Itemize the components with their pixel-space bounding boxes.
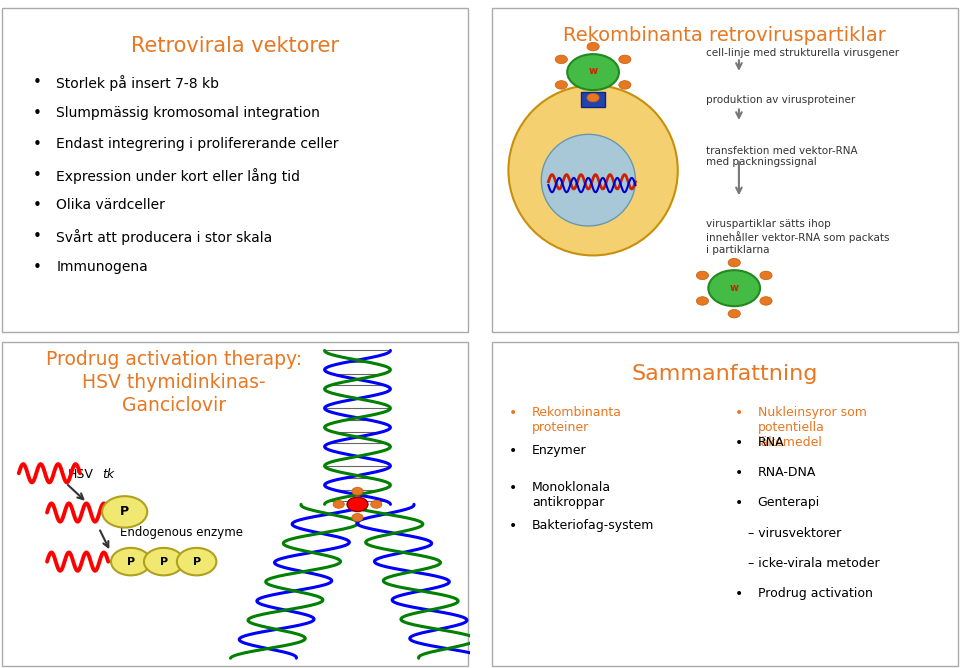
- Text: •: •: [34, 198, 42, 214]
- Text: Monoklonala
antikroppar: Monoklonala antikroppar: [532, 482, 612, 510]
- Text: Storlek på insert 7-8 kb: Storlek på insert 7-8 kb: [57, 75, 220, 92]
- Circle shape: [177, 548, 216, 575]
- Circle shape: [587, 94, 599, 102]
- Text: P: P: [120, 506, 130, 518]
- Text: P: P: [159, 556, 168, 566]
- Text: •: •: [34, 168, 42, 183]
- Text: Slumpmässig kromosomal integration: Slumpmässig kromosomal integration: [57, 106, 321, 120]
- Text: – icke-virala metoder: – icke-virala metoder: [749, 556, 880, 570]
- FancyBboxPatch shape: [492, 8, 958, 333]
- Text: Svårt att producera i stor skala: Svårt att producera i stor skala: [57, 229, 273, 245]
- FancyBboxPatch shape: [582, 92, 605, 106]
- Text: •: •: [509, 519, 517, 533]
- Text: Nukleinsyror som
potentiella
läkemedel: Nukleinsyror som potentiella läkemedel: [757, 406, 867, 449]
- FancyBboxPatch shape: [492, 342, 958, 667]
- Text: •: •: [734, 406, 743, 420]
- Text: Endast integrering i prolifererande celler: Endast integrering i prolifererande cell…: [57, 137, 339, 151]
- Circle shape: [144, 548, 183, 575]
- Text: Bakteriofag-system: Bakteriofag-system: [532, 519, 655, 532]
- Text: Retrovirala vektorer: Retrovirala vektorer: [132, 36, 339, 56]
- Text: RNA: RNA: [757, 436, 784, 450]
- Text: Rekombinanta
proteiner: Rekombinanta proteiner: [532, 406, 622, 434]
- Circle shape: [555, 55, 567, 63]
- Text: transfektion med vektor-RNA
med packningssignal: transfektion med vektor-RNA med packning…: [706, 146, 857, 168]
- Text: cell-linje med strukturella virusgener: cell-linje med strukturella virusgener: [706, 47, 900, 57]
- Circle shape: [333, 500, 345, 508]
- Circle shape: [352, 514, 363, 521]
- Text: Prodrug activation: Prodrug activation: [757, 587, 873, 600]
- Circle shape: [567, 54, 619, 90]
- Circle shape: [728, 309, 740, 318]
- Text: Olika värdceller: Olika värdceller: [57, 198, 165, 212]
- Text: Enzymer: Enzymer: [532, 444, 587, 457]
- Circle shape: [619, 81, 631, 89]
- Text: •: •: [509, 406, 517, 420]
- Text: •: •: [34, 229, 42, 244]
- Text: produktion av virusproteiner: produktion av virusproteiner: [706, 95, 855, 105]
- Circle shape: [728, 259, 740, 267]
- Circle shape: [708, 270, 760, 306]
- Text: •: •: [734, 466, 743, 480]
- Text: tk: tk: [103, 468, 114, 482]
- Text: P: P: [127, 556, 134, 566]
- Text: w: w: [730, 283, 738, 293]
- Text: Prodrug activation therapy:
HSV thymidinkinas-
Ganciclovir: Prodrug activation therapy: HSV thymidin…: [46, 351, 302, 415]
- Text: •: •: [34, 75, 42, 90]
- Circle shape: [371, 500, 382, 508]
- Text: – virusvektorer: – virusvektorer: [749, 526, 842, 540]
- Text: Expression under kort eller lång tid: Expression under kort eller lång tid: [57, 168, 300, 184]
- Circle shape: [696, 297, 708, 305]
- Text: HSV: HSV: [68, 468, 94, 482]
- Circle shape: [348, 497, 368, 512]
- Circle shape: [587, 42, 599, 51]
- Text: viruspartiklar sätts ihop
innehåller vektor-RNA som packats
i partiklarna: viruspartiklar sätts ihop innehåller vek…: [706, 219, 890, 255]
- Text: P: P: [193, 556, 201, 566]
- Text: •: •: [509, 482, 517, 496]
- Circle shape: [619, 55, 631, 63]
- Ellipse shape: [509, 86, 678, 255]
- FancyBboxPatch shape: [2, 342, 468, 667]
- Circle shape: [760, 271, 772, 280]
- Text: •: •: [34, 260, 42, 275]
- Text: Rekombinanta retroviruspartiklar: Rekombinanta retroviruspartiklar: [564, 26, 886, 45]
- Text: Sammanfattning: Sammanfattning: [632, 363, 818, 383]
- Circle shape: [111, 548, 151, 575]
- Circle shape: [352, 488, 363, 495]
- Text: •: •: [509, 444, 517, 458]
- Text: w: w: [588, 67, 597, 77]
- Text: •: •: [34, 137, 42, 152]
- Text: RNA-DNA: RNA-DNA: [757, 466, 816, 480]
- Text: Endogenous enzyme: Endogenous enzyme: [120, 526, 243, 538]
- Circle shape: [102, 496, 147, 528]
- Text: •: •: [34, 106, 42, 121]
- Text: •: •: [734, 587, 743, 601]
- Text: Immunogena: Immunogena: [57, 260, 148, 274]
- FancyBboxPatch shape: [2, 8, 468, 333]
- Text: Genterapi: Genterapi: [757, 496, 820, 510]
- Ellipse shape: [541, 134, 636, 226]
- Circle shape: [555, 81, 567, 89]
- Text: •: •: [734, 496, 743, 510]
- Circle shape: [696, 271, 708, 280]
- Text: •: •: [734, 436, 743, 450]
- Circle shape: [760, 297, 772, 305]
